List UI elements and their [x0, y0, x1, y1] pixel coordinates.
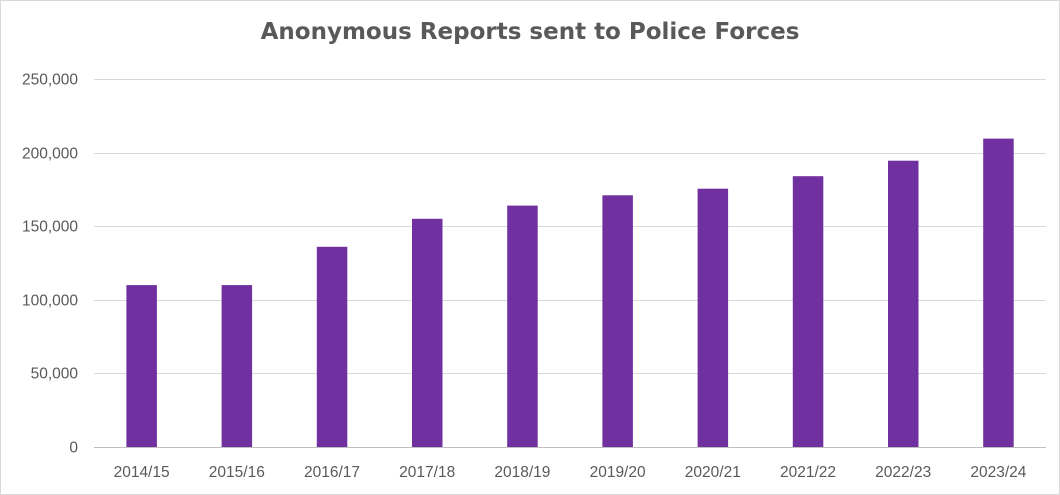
- x-tick-label: 2014/15: [114, 464, 170, 481]
- x-tick-label: 2021/22: [780, 464, 836, 481]
- x-axis-tick-labels: 2014/15 2015/16 2016/17 2017/18 2018/19 2019/…: [114, 464, 1027, 481]
- y-tick-label: 150,000: [22, 219, 78, 236]
- bar-2023-24: [983, 138, 1014, 447]
- x-tick-label: 2022/23: [875, 464, 931, 481]
- y-tick-label: 50,000: [31, 366, 79, 383]
- bars: [126, 138, 1014, 447]
- bar-2022-23: [888, 160, 919, 447]
- y-tick-label: 0: [69, 440, 78, 457]
- y-tick-label: 100,000: [22, 293, 78, 310]
- bar-2020-21: [697, 188, 729, 447]
- x-tick-label: 2019/20: [590, 464, 646, 481]
- x-tick-label: 2015/16: [209, 464, 265, 481]
- x-tick-label: 2023/24: [970, 464, 1026, 481]
- y-tick-label: 200,000: [22, 146, 78, 163]
- bar-2018-19: [507, 205, 538, 447]
- gridlines: [94, 79, 1046, 448]
- x-tick-label: 2020/21: [685, 464, 741, 481]
- y-axis-tick-labels: 0 50,000 100,000 150,000 200,000 250,000: [22, 72, 78, 457]
- bar-2019-20: [602, 195, 633, 447]
- bar-2016-17: [316, 246, 348, 447]
- x-tick-label: 2018/19: [494, 464, 550, 481]
- x-tick-label: 2017/18: [399, 464, 455, 481]
- bar-2015-16: [221, 285, 253, 447]
- bar-2014-15: [126, 285, 157, 447]
- y-tick-label: 250,000: [22, 72, 78, 89]
- x-tick-label: 2016/17: [304, 464, 360, 481]
- chart-title: Anonymous Reports sent to Police Forces: [260, 19, 800, 45]
- bar-2017-18: [412, 218, 443, 447]
- bar-2021-22: [792, 176, 824, 447]
